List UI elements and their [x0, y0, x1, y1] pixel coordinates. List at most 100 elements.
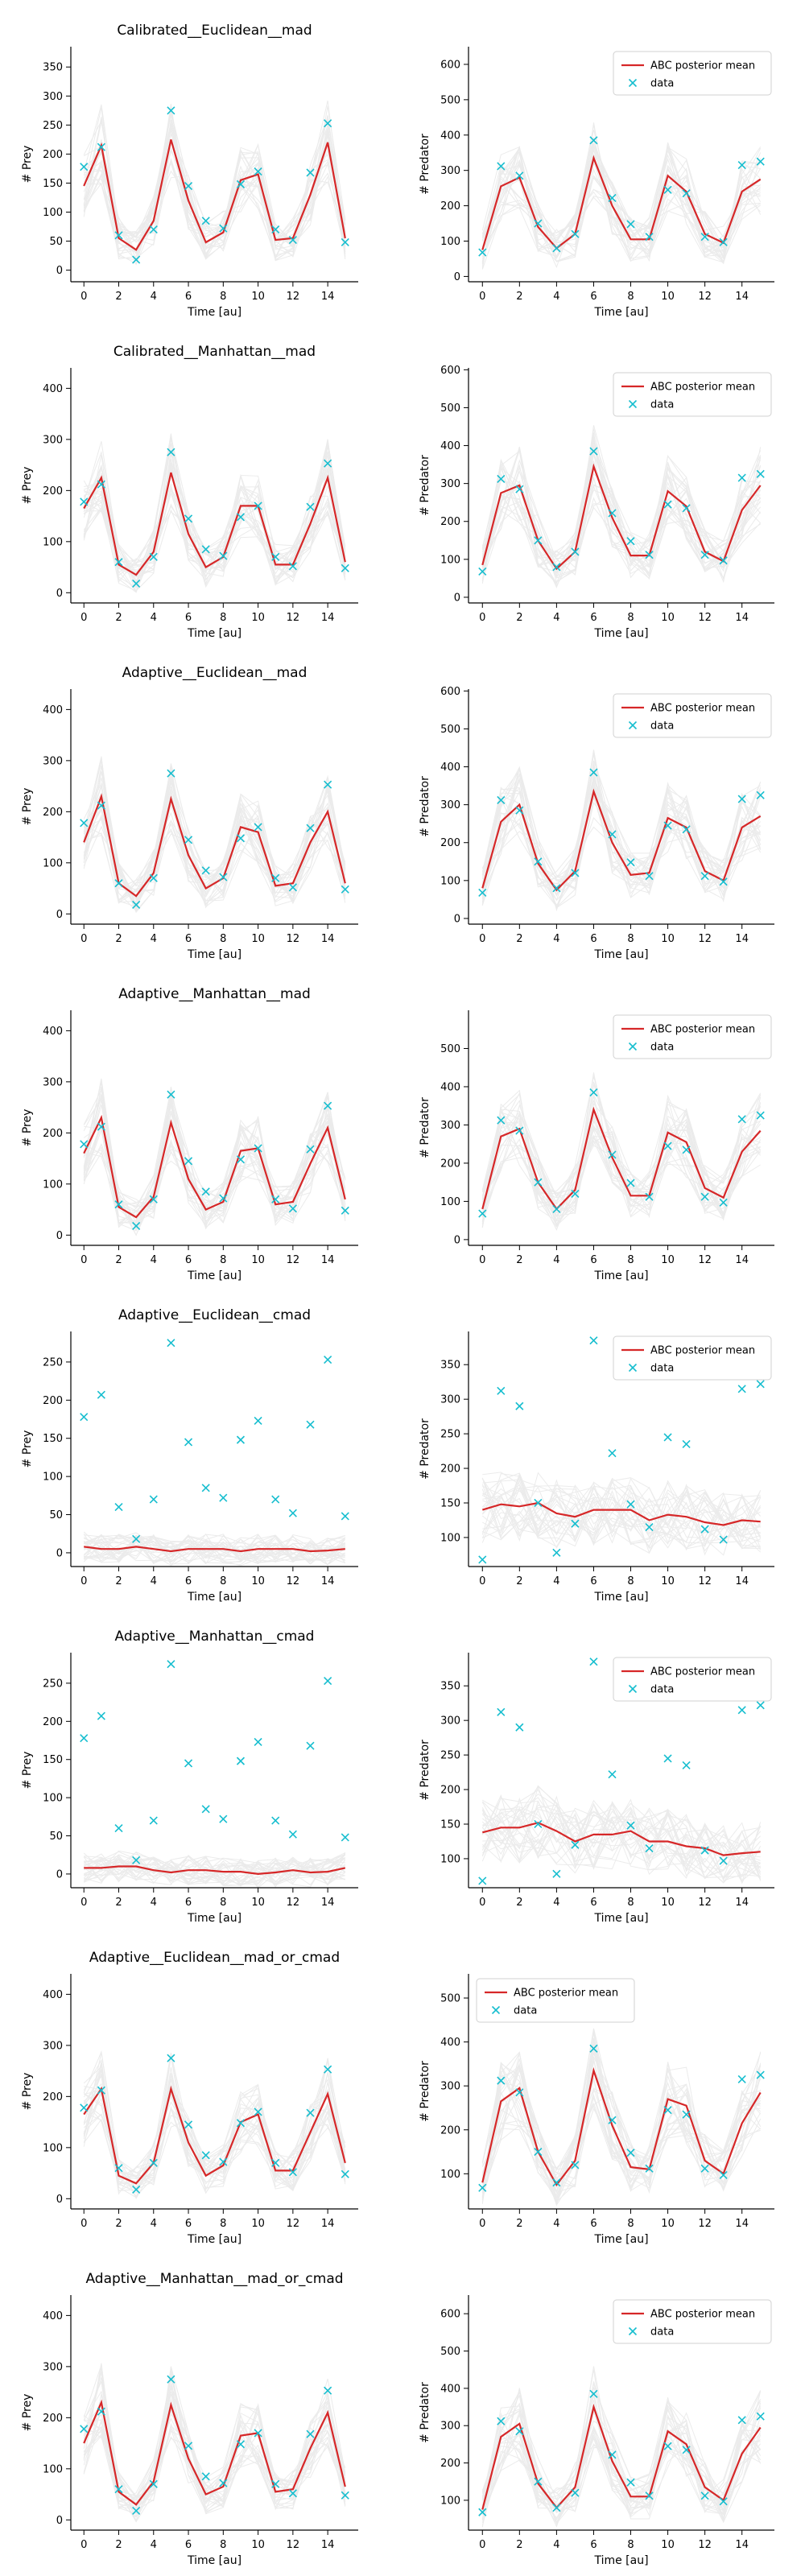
data-point-stroke: [552, 1869, 561, 1878]
y-axis-label: # Predator: [419, 776, 431, 837]
posterior-sample-line: [83, 1537, 346, 1566]
posterior-sample-line: [481, 2040, 762, 2201]
posterior-sample-line: [83, 2087, 346, 2190]
posterior-sample-line: [481, 2404, 761, 2515]
data-point: [534, 536, 543, 545]
posterior-sample-line: [83, 817, 346, 912]
y-tick-label: 600: [440, 686, 460, 698]
posterior-sample-line: [481, 1793, 762, 1878]
posterior-sample-line: [84, 1533, 346, 1567]
panel-title: Calibrated__Euclidean__mad: [117, 23, 312, 39]
data-point: [80, 497, 89, 506]
x-tick-label: 14: [321, 1575, 335, 1587]
posterior-sample-line: [83, 1118, 346, 1226]
x-tick-label: 10: [661, 612, 675, 624]
data-point: [626, 1500, 635, 1509]
legend-data-stroke: [628, 720, 638, 730]
chart-panel-12: 0 2 4 6 8 10 12 14 0 100 200 300 400 Time [au] # Prey A…: [21, 1950, 358, 2246]
data-point-stroke: [201, 2151, 210, 2160]
data-point: [167, 1090, 175, 1099]
data-point-stroke: [552, 2178, 561, 2187]
posterior-sample-line: [482, 1813, 762, 1882]
posterior-sample-line: [83, 2050, 346, 2179]
data-point-stroke: [254, 1416, 262, 1425]
posterior-sample-line: [481, 432, 762, 588]
data-point: [719, 1856, 728, 1865]
y-tick-label: 400: [43, 383, 63, 395]
posterior-sample-line: [481, 1803, 762, 1880]
posterior-sample-line: [83, 2061, 346, 2186]
data-point: [219, 2157, 228, 2166]
posterior-sample-line: [83, 1088, 346, 1221]
x-tick-label: 10: [661, 1575, 675, 1587]
data-point-stroke: [288, 2168, 297, 2177]
data-point-stroke: [608, 193, 617, 202]
data-point: [271, 2158, 280, 2167]
posterior-sample-line: [83, 2070, 346, 2188]
data-point-stroke: [589, 447, 598, 456]
data-point: [719, 2170, 728, 2180]
legend-data-stroke: [628, 1363, 638, 1373]
data-point-stroke: [626, 537, 635, 546]
x-tick-label: 6: [590, 2218, 597, 2230]
y-tick-label: 350: [43, 62, 63, 74]
posterior-sample-line: [481, 425, 762, 568]
posterior-sample-line: [83, 1857, 345, 1885]
posterior-sample-line: [83, 145, 346, 255]
data-point-stroke: [552, 244, 561, 253]
data-point: [737, 1385, 746, 1393]
data-point: [254, 502, 262, 510]
data-point-stroke: [271, 1195, 280, 1203]
legend-data-swatch: [628, 1042, 638, 1051]
data-point: [219, 1194, 228, 1203]
data-point-stroke: [700, 1525, 709, 1534]
data-point: [515, 2427, 524, 2436]
posterior-sample-line: [481, 751, 762, 898]
data-point-stroke: [236, 2119, 246, 2128]
posterior-sample-line: [481, 2402, 762, 2524]
data-point: [700, 1846, 709, 1855]
posterior-sample-line: [83, 458, 346, 585]
posterior-sample-line: [83, 1852, 346, 1886]
data-point-stroke: [306, 1420, 315, 1429]
y-tick-label: 100: [440, 1853, 460, 1865]
legend-data-swatch: [628, 399, 638, 409]
data-point-stroke: [132, 2506, 141, 2515]
data-point: [589, 2044, 598, 2053]
data-point-stroke: [608, 1770, 617, 1779]
posterior-sample-line: [481, 445, 761, 580]
data-point: [756, 2412, 765, 2421]
data-point-stroke: [201, 866, 210, 875]
data-point: [201, 2151, 210, 2160]
data-point-stroke: [682, 504, 691, 513]
x-axis-label: Time [au]: [187, 1269, 242, 1282]
posterior-samples: [481, 2366, 762, 2528]
posterior-sample-line: [84, 1857, 345, 1886]
data-point: [571, 2488, 580, 2497]
y-tick-label: 200: [43, 2091, 63, 2103]
posterior-sample-line: [481, 1478, 762, 1544]
posterior-sample-line: [481, 1794, 761, 1877]
data-point: [254, 1737, 262, 1746]
posterior-sample-line: [83, 799, 346, 909]
data-point-stroke: [132, 1856, 141, 1864]
posterior-sample-line: [84, 1858, 346, 1887]
x-tick-label: 10: [251, 933, 265, 945]
posterior-sample-line: [481, 2390, 762, 2524]
posterior-sample-line: [482, 1807, 761, 1879]
data-point: [219, 551, 228, 560]
data-point: [608, 193, 617, 202]
y-tick-label: 300: [440, 165, 460, 177]
data-point-stroke: [97, 801, 105, 810]
chart-panel-9: 0 2 4 6 8 10 12 14 100 150 200 250 300 350 Time [au] # …: [419, 1331, 774, 1604]
legend-data-swatch: [628, 78, 638, 88]
data-points: [80, 769, 349, 909]
data-point: [608, 830, 617, 839]
data-point: [201, 217, 210, 225]
chart-panel-13: 0 2 4 6 8 10 12 14 100 200 300 400 500 Time [au] # Pre…: [419, 1974, 774, 2246]
data-point: [645, 2164, 654, 2173]
data-point: [626, 220, 635, 229]
posterior-sample-line: [481, 764, 761, 910]
posterior-sample-line: [481, 1484, 761, 1547]
data-point-stroke: [682, 2110, 691, 2119]
